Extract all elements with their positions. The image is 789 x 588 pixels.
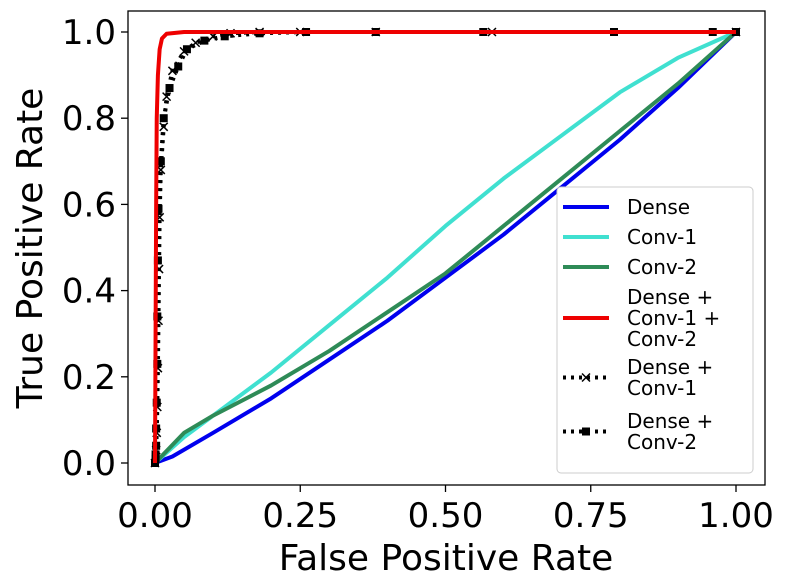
data-point <box>156 157 165 166</box>
x-tick-label: 0.25 <box>262 496 338 536</box>
y-tick-label: 0.6 <box>62 185 116 225</box>
data-point <box>174 62 183 71</box>
legend-label: Conv-1 <box>627 225 697 249</box>
x-tick-label: 0.75 <box>553 496 629 536</box>
data-point <box>154 204 163 213</box>
legend-swatch-marker <box>581 372 591 383</box>
legend-label: Dense + <box>627 409 713 433</box>
y-tick-label: 0.0 <box>62 444 116 484</box>
data-point <box>182 45 191 54</box>
legend-label: Conv-1 <box>627 376 697 400</box>
marker-stroke <box>581 372 591 383</box>
data-point <box>165 84 174 93</box>
series-line <box>154 30 738 465</box>
y-tick-label: 0.2 <box>62 358 116 398</box>
axes: 0.00 0.25 0.50 0.75 1.00 0.0 0.2 0.4 0.6 0.8 1.0 <box>62 13 774 536</box>
data-point <box>200 36 209 45</box>
legend-label: Conv-2 <box>627 255 697 279</box>
x-tick-label: 0.50 <box>408 496 484 536</box>
legend-label: Conv-2 <box>627 327 697 351</box>
y-tick-label: 0.8 <box>62 99 116 139</box>
x-tick-label: 0.00 <box>117 496 193 536</box>
legend-swatch-marker <box>582 427 590 436</box>
legend-box <box>556 186 754 474</box>
plot-lines <box>150 27 741 468</box>
data-point <box>159 114 168 123</box>
x-axis-label: False Positive Rate <box>279 538 614 579</box>
legend-label: Dense <box>627 195 690 219</box>
series-line <box>153 30 736 464</box>
legend-label: Dense + <box>627 285 713 309</box>
legend-label: Dense + <box>627 355 713 379</box>
plot-frame <box>127 10 766 486</box>
y-tick-label: 1.0 <box>62 13 116 53</box>
legend-label: Conv-2 <box>627 430 697 454</box>
y-axis-label: True Positive Rate <box>10 88 51 410</box>
x-tick-label: 1.00 <box>698 496 774 536</box>
y-tick-label: 0.4 <box>62 272 116 312</box>
series-line <box>153 30 738 465</box>
series-line <box>153 30 736 464</box>
data-point <box>220 32 229 41</box>
legend-label: Conv-1 + <box>627 306 720 330</box>
